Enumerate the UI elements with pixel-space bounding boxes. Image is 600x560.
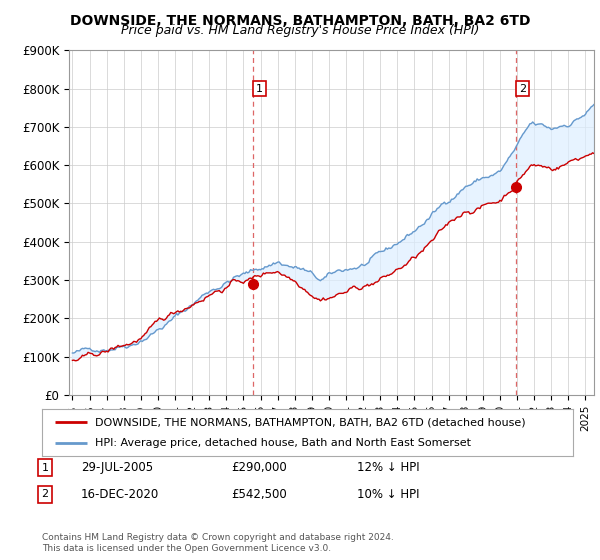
Text: Contains HM Land Registry data © Crown copyright and database right 2024.
This d: Contains HM Land Registry data © Crown c… [42,533,394,553]
Text: 10% ↓ HPI: 10% ↓ HPI [357,488,419,501]
Text: 29-JUL-2005: 29-JUL-2005 [81,461,153,474]
Text: DOWNSIDE, THE NORMANS, BATHAMPTON, BATH, BA2 6TD (detached house): DOWNSIDE, THE NORMANS, BATHAMPTON, BATH,… [95,417,526,427]
Text: HPI: Average price, detached house, Bath and North East Somerset: HPI: Average price, detached house, Bath… [95,438,471,448]
Text: 12% ↓ HPI: 12% ↓ HPI [357,461,419,474]
Text: £290,000: £290,000 [231,461,287,474]
Text: Price paid vs. HM Land Registry's House Price Index (HPI): Price paid vs. HM Land Registry's House … [121,24,479,37]
Text: 2: 2 [519,83,526,94]
Text: £542,500: £542,500 [231,488,287,501]
Text: DOWNSIDE, THE NORMANS, BATHAMPTON, BATH, BA2 6TD: DOWNSIDE, THE NORMANS, BATHAMPTON, BATH,… [70,14,530,28]
Text: 16-DEC-2020: 16-DEC-2020 [81,488,159,501]
Text: 2: 2 [41,489,49,500]
Text: 1: 1 [41,463,49,473]
Text: 1: 1 [256,83,263,94]
